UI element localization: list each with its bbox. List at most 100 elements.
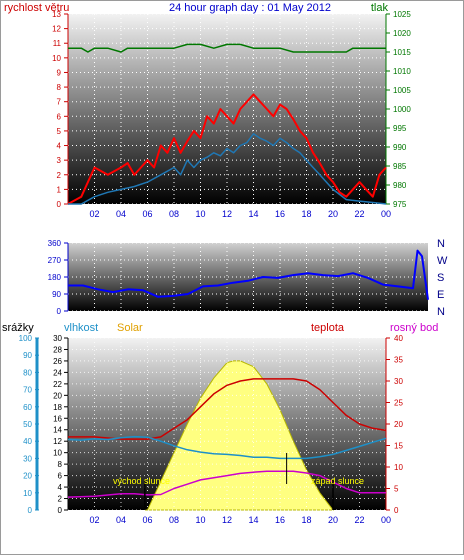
direction-tick-label: 90 bbox=[52, 290, 61, 299]
pressure-tick-label: 1020 bbox=[393, 29, 411, 38]
humidity-tick-label: 8 bbox=[58, 460, 63, 469]
humidity-tick-label: 4 bbox=[58, 483, 63, 492]
compass-label: N bbox=[437, 306, 445, 318]
temperature-series bbox=[67, 378, 387, 498]
compass-label: E bbox=[437, 289, 444, 301]
sunset-label: západ slunce bbox=[311, 476, 364, 486]
temperature-axis-ticks: 0 5 10 15 20 25 30 35 40 bbox=[385, 334, 403, 515]
compass-label: W bbox=[437, 255, 448, 267]
direction-line bbox=[68, 249, 429, 300]
temperature-axis-label: teplota bbox=[311, 322, 345, 334]
temperature-tick-label: 5 bbox=[394, 485, 399, 494]
humidity-tick-label: 6 bbox=[58, 472, 63, 481]
temperature-hour-tick: 18 bbox=[301, 515, 311, 525]
wind-hour-ticks: 02 04 06 08 10 12 14 16 18 20 22 00 bbox=[89, 209, 391, 219]
compass-label: S bbox=[437, 272, 444, 284]
wind-tick-label: 12 bbox=[52, 25, 61, 34]
temperature-hour-tick: 08 bbox=[169, 515, 179, 525]
humidity-line bbox=[67, 435, 387, 460]
temperature-tick-label: 15 bbox=[394, 442, 403, 451]
wind-tick-label: 1 bbox=[57, 185, 62, 194]
temperature-hour-tick: 12 bbox=[222, 515, 232, 525]
humidity-tick-label: 20 bbox=[53, 391, 62, 400]
temperature-hour-ticks: 02 04 06 08 10 12 14 16 18 20 22 00 bbox=[89, 515, 391, 525]
rain-tick-label: 100 bbox=[19, 334, 33, 343]
rain-tick-label: 10 bbox=[23, 489, 32, 498]
humidity-tick-label: 28 bbox=[53, 345, 62, 354]
temperature-line bbox=[68, 378, 387, 440]
temperature-tick-label: 10 bbox=[394, 463, 403, 472]
gust-line bbox=[67, 93, 387, 205]
temperature-hour-tick: 10 bbox=[195, 515, 205, 525]
rain-tick-label: 80 bbox=[23, 368, 32, 377]
rain-tick-label: 50 bbox=[23, 420, 32, 429]
wind-hour-tick: 08 bbox=[169, 209, 179, 219]
humidity-tick-label: 18 bbox=[53, 403, 62, 412]
direction-tick-label: 180 bbox=[48, 273, 62, 282]
pressure-tick-label: 980 bbox=[393, 181, 407, 190]
rain-tick-label: 90 bbox=[23, 351, 32, 360]
rain-tick-label: 30 bbox=[23, 454, 32, 463]
wind-tick-label: 4 bbox=[57, 142, 62, 151]
pressure-tick-label: 995 bbox=[393, 124, 407, 133]
temperature-hour-tick: 20 bbox=[328, 515, 338, 525]
wind-tick-label: 10 bbox=[52, 54, 61, 63]
pressure-tick-label: 1025 bbox=[393, 10, 411, 19]
solar-axis-label: Solar bbox=[117, 322, 143, 334]
humidity-tick-label: 2 bbox=[58, 495, 63, 504]
temperature-hour-tick: 22 bbox=[354, 515, 364, 525]
dewpoint-axis-label: rosný bod bbox=[390, 322, 438, 334]
wind-tick-label: 11 bbox=[53, 39, 62, 48]
rain-tick-label: 70 bbox=[23, 386, 32, 395]
temperature-hour-tick: 00 bbox=[381, 515, 391, 525]
pressure-tick-label: 990 bbox=[393, 143, 407, 152]
temperature-tick-label: 40 bbox=[394, 334, 403, 343]
direction-tick-label: 0 bbox=[57, 307, 62, 316]
pressure-tick-label: 1000 bbox=[393, 105, 411, 114]
rain-tick-label: 20 bbox=[23, 472, 32, 481]
temperature-hour-tick: 14 bbox=[248, 515, 258, 525]
humidity-tick-label: 10 bbox=[53, 449, 62, 458]
sun-markers bbox=[144, 453, 334, 510]
direction-left-ticks: 0 90 180 270 360 bbox=[48, 239, 69, 316]
compass-label: N bbox=[437, 238, 445, 250]
wind-hour-tick: 16 bbox=[275, 209, 285, 219]
pressure-tick-label: 1005 bbox=[393, 86, 411, 95]
temperature-hour-tick: 02 bbox=[89, 515, 99, 525]
wind-hour-tick: 14 bbox=[248, 209, 258, 219]
wind-hour-tick: 12 bbox=[222, 209, 232, 219]
direction-series bbox=[68, 249, 429, 300]
wind-tick-label: 2 bbox=[57, 171, 62, 180]
wind-axis-label: rychlost větru bbox=[4, 2, 69, 14]
rain-axis-label: srážky bbox=[2, 322, 34, 334]
humidity-tick-label: 16 bbox=[53, 414, 62, 423]
wind-grid bbox=[68, 13, 387, 205]
wind-hour-tick: 20 bbox=[328, 209, 338, 219]
temperature-hour-tick: 04 bbox=[116, 515, 126, 525]
direction-tick-label: 360 bbox=[48, 239, 62, 248]
wind-tick-label: 9 bbox=[57, 68, 62, 77]
rain-tick-label: 0 bbox=[28, 506, 33, 515]
temperature-hour-tick: 16 bbox=[275, 515, 285, 525]
wind-series bbox=[67, 43, 387, 205]
temperature-tick-label: 30 bbox=[394, 377, 403, 386]
direction-tick-label: 270 bbox=[48, 256, 62, 265]
rain-tick-label: 60 bbox=[23, 403, 32, 412]
pressure-tick-label: 975 bbox=[393, 200, 407, 209]
temperature-tick-label: 0 bbox=[394, 506, 399, 515]
wind-tick-label: 5 bbox=[57, 127, 62, 136]
chart-title: 24 hour graph day : 01 May 2012 bbox=[169, 2, 331, 14]
wind-hour-tick: 06 bbox=[142, 209, 152, 219]
wind-tick-label: 0 bbox=[57, 200, 62, 209]
wind-line bbox=[68, 133, 387, 205]
rain-tick-label: 40 bbox=[23, 437, 32, 446]
pressure-tick-label: 1010 bbox=[393, 67, 411, 76]
wind-tick-label: 13 bbox=[52, 10, 61, 19]
